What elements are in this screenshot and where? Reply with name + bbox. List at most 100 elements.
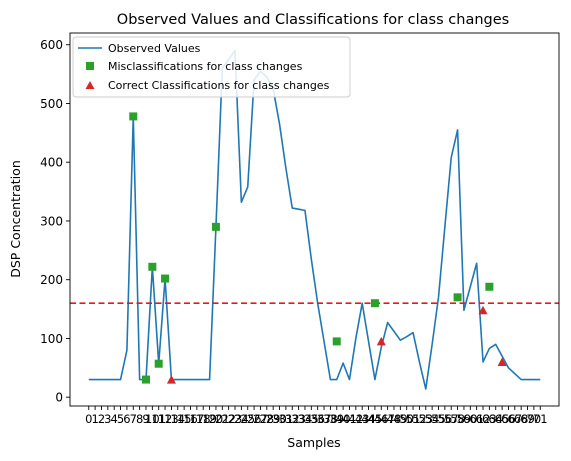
x-tick-label: 11 — [151, 412, 166, 426]
x-axis-label: Samples — [287, 435, 340, 450]
x-tick-label: 12 — [158, 412, 173, 426]
y-tick-label: 400 — [40, 156, 63, 170]
x-tick-label: 1 — [91, 412, 98, 426]
x-tick-label: 4 — [111, 412, 118, 426]
marker-correct-classification — [478, 305, 488, 315]
marker-correct-classification — [497, 357, 507, 366]
x-tick-label: 32 — [285, 412, 300, 426]
x-tick-label: 9 — [142, 412, 149, 426]
x-tick-label: 60 — [463, 412, 478, 426]
plot-frame — [69, 32, 560, 407]
y-axis: 0 100 200 300 400 500 600 — [40, 38, 70, 405]
x-tick-label: 53 — [418, 412, 433, 426]
marker-misclassification — [161, 274, 170, 283]
x-tick-label: 57 — [444, 412, 459, 426]
x-tick-label: 40 — [336, 412, 351, 426]
chart-title: Observed Values and Classifications for … — [117, 12, 509, 28]
marker-misclassification — [154, 359, 163, 368]
x-tick-label: 47 — [380, 412, 395, 426]
x-tick-label: 66 — [501, 412, 516, 426]
legend: Observed Values Misclassifications for c… — [72, 36, 351, 98]
x-tick-label: 49 — [393, 412, 408, 426]
x-tick-label: 26 — [247, 412, 262, 426]
x-tick-label: 43 — [355, 412, 370, 426]
x-tick-label: 18 — [196, 412, 211, 426]
legend-label-misclassifications: Misclassifications for class changes — [108, 60, 303, 73]
marker-misclassification — [453, 293, 462, 302]
x-tick-label: 35 — [304, 412, 319, 426]
y-tick-label: 100 — [40, 332, 63, 346]
y-axis-label: DSP Concentration — [8, 160, 23, 278]
x-tick-label: 69 — [520, 412, 535, 426]
legend-box — [72, 36, 351, 98]
x-tick-label: 37 — [317, 412, 332, 426]
x-tick-label: 25 — [240, 412, 255, 426]
x-tick-label: 13 — [164, 412, 179, 426]
legend-label-correct: Correct Classifications for class change… — [108, 79, 330, 92]
y-tick-label: 0 — [55, 391, 63, 405]
x-tick-label: 38 — [323, 412, 338, 426]
x-tick-label: 0 — [85, 412, 92, 426]
marker-misclassification — [141, 375, 150, 384]
x-tick-label: 33 — [291, 412, 306, 426]
x-tick-label: 46 — [374, 412, 389, 426]
x-tick-label: 15 — [177, 412, 192, 426]
x-tick-label: 70 — [527, 412, 542, 426]
x-tick-label: 17 — [190, 412, 205, 426]
x-tick-label: 30 — [272, 412, 287, 426]
x-tick-label: 21 — [215, 412, 230, 426]
x-tick-label: 39 — [329, 412, 344, 426]
y-tick-label: 600 — [40, 38, 63, 52]
x-tick-label: 3 — [104, 412, 111, 426]
x-tick-label: 45 — [368, 412, 383, 426]
marker-misclassification — [148, 262, 157, 271]
marker-correct-classification — [166, 375, 176, 384]
x-tick-label: 68 — [514, 412, 529, 426]
x-tick-label: 59 — [457, 412, 472, 426]
x-tick-label: 8 — [136, 412, 143, 426]
marker-correct-classification — [376, 336, 386, 346]
y-tick-label: 300 — [40, 214, 63, 228]
series-line-observed-values — [88, 49, 541, 390]
x-tick-label: 14 — [170, 412, 185, 426]
x-tick-label: 58 — [450, 412, 465, 426]
x-tick-label: 23 — [228, 412, 243, 426]
x-tick-label: 6 — [123, 412, 130, 426]
x-tick-label: 7 — [130, 412, 137, 426]
x-tick-label: 10 — [145, 412, 160, 426]
plot-area — [70, 49, 559, 390]
x-tick-label: 27 — [253, 412, 268, 426]
x-tick-label: 16 — [183, 412, 198, 426]
marker-misclassification — [211, 222, 220, 231]
y-tick-label: 500 — [40, 97, 63, 111]
x-axis: 0 1 2 3 4 5 6 7 8 9101112131415161718192021222324… — [85, 406, 548, 426]
x-tick-label: 48 — [387, 412, 402, 426]
legend-square-swatch — [86, 62, 94, 70]
x-tick-label: 50 — [399, 412, 414, 426]
x-tick-label: 24 — [234, 412, 249, 426]
x-tick-label: 22 — [221, 412, 236, 426]
x-tick-label: 42 — [349, 412, 364, 426]
x-tick-label: 36 — [310, 412, 325, 426]
x-tick-label: 65 — [495, 412, 510, 426]
x-tick-label: 41 — [342, 412, 357, 426]
x-tick-label: 2 — [98, 412, 105, 426]
x-tick-label: 52 — [412, 412, 427, 426]
x-tick-label: 67 — [507, 412, 522, 426]
y-tick-label: 200 — [40, 273, 63, 287]
x-tick-label: 55 — [431, 412, 446, 426]
x-tick-label: 63 — [482, 412, 497, 426]
marker-misclassification — [129, 112, 138, 121]
legend-triangle-swatch — [85, 81, 95, 89]
x-tick-label: 71 — [533, 412, 548, 426]
x-tick-label: 54 — [425, 412, 440, 426]
legend-label-observed: Observed Values — [108, 42, 201, 55]
x-tick-label: 5 — [117, 412, 124, 426]
x-tick-label: 28 — [259, 412, 274, 426]
marker-misclassification — [332, 337, 341, 346]
marker-misclassification — [485, 282, 494, 291]
x-tick-label: 29 — [266, 412, 281, 426]
x-tick-label: 44 — [361, 412, 376, 426]
marker-misclassification — [370, 299, 379, 308]
